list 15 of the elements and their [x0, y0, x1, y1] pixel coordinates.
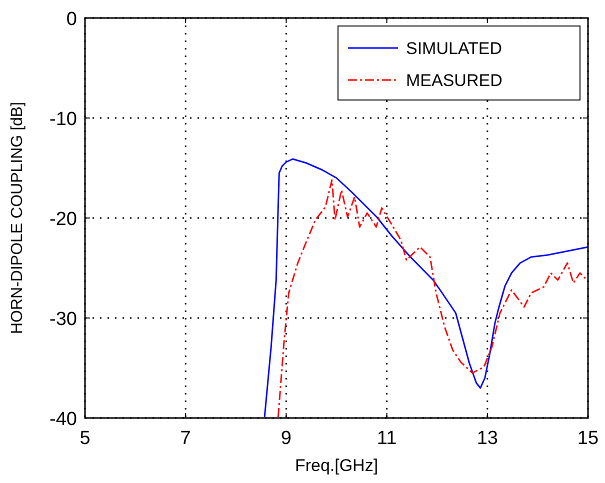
x-tick-label: 11 — [376, 428, 397, 449]
x-tick-label: 15 — [577, 428, 599, 449]
y-tick-label: -10 — [50, 109, 77, 130]
x-axis-title: Freq.[GHz] — [294, 456, 378, 475]
x-tick-label: 13 — [476, 428, 498, 449]
legend-label: SIMULATED — [406, 39, 502, 58]
y-tick-label: -30 — [50, 309, 77, 330]
y-tick-label: 0 — [66, 9, 77, 30]
legend-label: MEASURED — [406, 71, 502, 90]
x-tick-label: 9 — [280, 428, 292, 449]
y-tick-label: -40 — [50, 409, 77, 430]
x-tick-label: 5 — [80, 428, 90, 449]
y-axis-title: HORN-DIPOLE COUPLING [dB] — [9, 102, 26, 334]
x-tick-label: 7 — [180, 428, 191, 449]
y-tick-label: -20 — [50, 209, 77, 230]
